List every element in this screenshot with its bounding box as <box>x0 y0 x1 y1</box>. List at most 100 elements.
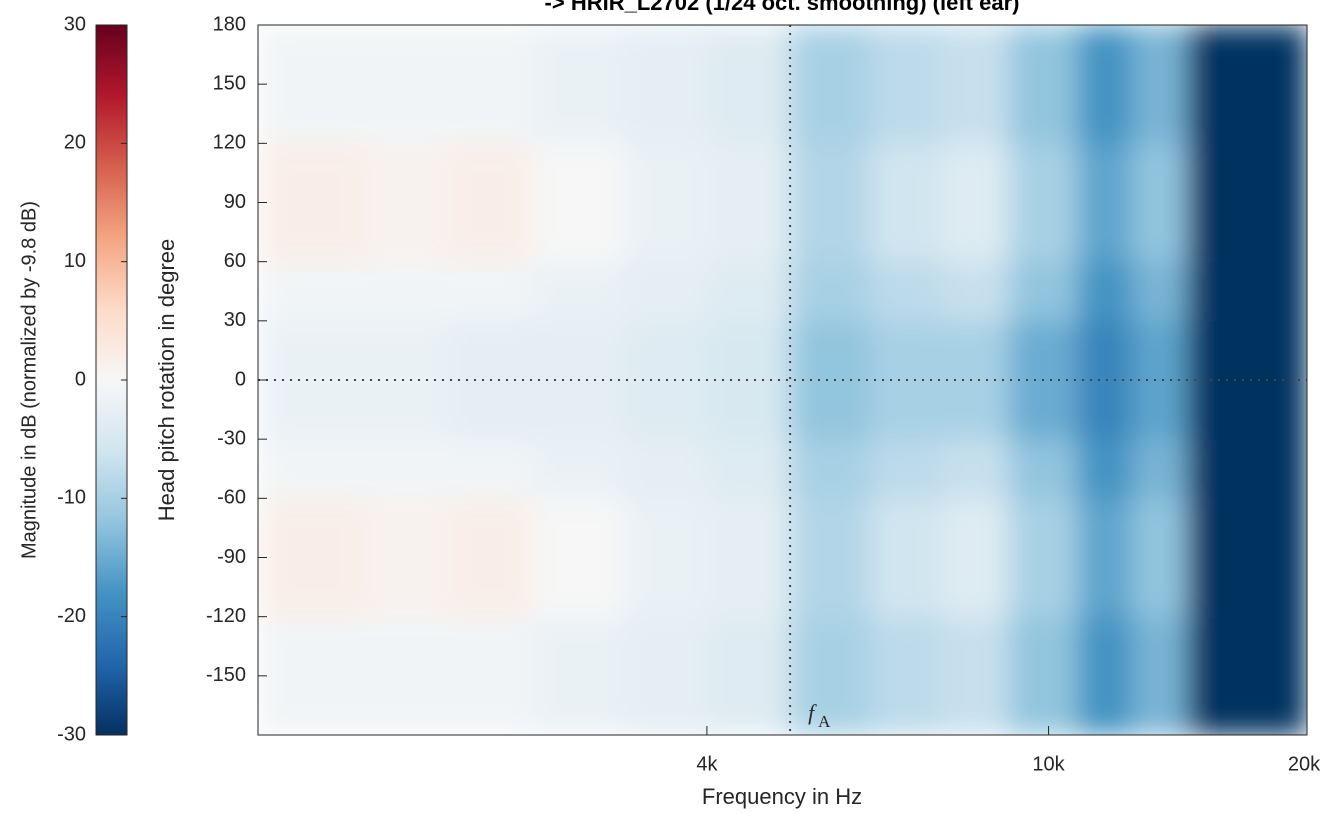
heat-cell <box>1131 84 1188 144</box>
heat-cell <box>448 498 533 558</box>
heat-cell <box>870 439 942 499</box>
heat-cell <box>365 675 449 735</box>
heat-cell <box>258 25 366 85</box>
heat-cell <box>706 143 791 203</box>
heat-cell <box>623 675 708 735</box>
colorbar-tick-label: 30 <box>64 13 86 35</box>
heat-cell <box>531 84 625 144</box>
x-tick-label: 4k <box>696 753 718 775</box>
heat-cell <box>448 143 533 203</box>
heat-cell <box>1131 320 1188 381</box>
heat-cell <box>1009 557 1078 618</box>
colorbar-tick-label: -30 <box>57 723 86 745</box>
heat-cell <box>365 202 449 263</box>
y-tick-label: 0 <box>235 368 246 390</box>
heatmap-cells <box>258 25 1307 735</box>
heat-cell <box>870 320 942 381</box>
colorbar-tick-label: 20 <box>64 132 86 154</box>
heat-cell <box>1131 202 1188 263</box>
heat-cell <box>870 202 942 263</box>
heat-cell <box>870 84 942 144</box>
heat-cell <box>870 616 942 677</box>
x-tick-label: 20k <box>1288 753 1321 775</box>
heat-cell <box>790 25 871 85</box>
heat-cell <box>448 557 533 618</box>
heat-cell <box>1187 675 1307 735</box>
y-tick-label: 60 <box>224 250 246 272</box>
heat-cell <box>706 84 791 144</box>
heat-cell <box>1077 261 1133 322</box>
heat-cell <box>941 439 1010 499</box>
heat-cell <box>706 261 791 322</box>
heat-cell <box>623 261 708 322</box>
heat-cell <box>531 261 625 322</box>
heat-cell <box>1077 675 1133 735</box>
heat-cell <box>1077 380 1133 440</box>
heat-cell <box>1187 202 1307 263</box>
heat-cell <box>1187 84 1307 144</box>
colorbar-tick-label: 10 <box>64 250 86 272</box>
heat-cell <box>790 439 871 499</box>
heat-cell <box>1131 439 1188 499</box>
heat-cell <box>1131 25 1188 85</box>
heat-cell <box>1187 380 1307 440</box>
heat-cell <box>623 202 708 263</box>
heat-cell <box>623 320 708 381</box>
x-tick-label: 10k <box>1032 753 1065 775</box>
heat-cell <box>1131 616 1188 677</box>
y-tick-label: -150 <box>206 664 246 686</box>
heat-cell <box>1187 25 1307 85</box>
heat-cell <box>1131 675 1188 735</box>
heat-cell <box>1009 143 1078 203</box>
heat-cell <box>1131 261 1188 322</box>
heat-cell <box>258 616 366 677</box>
heat-cell <box>258 380 366 440</box>
heat-cell <box>623 498 708 558</box>
heat-cell <box>706 320 791 381</box>
heat-cell <box>790 616 871 677</box>
heat-cell <box>870 557 942 618</box>
heat-cell <box>941 25 1010 85</box>
heat-cell <box>1131 498 1188 558</box>
y-axis-label: Head pitch rotation in degree <box>154 239 179 522</box>
heat-cell <box>448 320 533 381</box>
heat-cell <box>531 25 625 85</box>
heat-cell <box>365 143 449 203</box>
heat-cell <box>941 320 1010 381</box>
heat-cell <box>623 84 708 144</box>
heat-cell <box>531 320 625 381</box>
heat-cell <box>531 557 625 618</box>
chart-title: -> HRIR_L2702 (1/24 oct. smoothing) (lef… <box>545 0 1020 15</box>
heat-cell <box>706 439 791 499</box>
heat-cell <box>365 439 449 499</box>
overlay: f A -150 -120 -90 -60 -30 0 30 60 90 120 150 180 4k 10k… <box>57 13 1321 775</box>
heat-cell <box>1077 84 1133 144</box>
heat-cell <box>448 202 533 263</box>
y-tick-label: -90 <box>217 546 246 568</box>
heat-cell <box>1009 616 1078 677</box>
heat-cell <box>941 675 1010 735</box>
heat-cell <box>531 675 625 735</box>
heat-cell <box>258 202 366 263</box>
colorbar-tick-label: -20 <box>57 605 86 627</box>
heat-cell <box>448 439 533 499</box>
heat-cell <box>870 675 942 735</box>
heat-cell <box>706 25 791 85</box>
heat-cell <box>623 25 708 85</box>
heat-cell <box>706 202 791 263</box>
heat-cell <box>790 498 871 558</box>
heat-cell <box>1009 675 1078 735</box>
heat-cell <box>870 380 942 440</box>
heat-cell <box>1077 25 1133 85</box>
heat-cell <box>531 380 625 440</box>
heat-cell <box>531 143 625 203</box>
heat-cell <box>365 84 449 144</box>
heat-cell <box>706 616 791 677</box>
y-tick-label: 90 <box>224 191 246 213</box>
heat-cell <box>1009 498 1078 558</box>
heat-cell <box>1077 143 1133 203</box>
heat-cell <box>531 202 625 263</box>
heat-cell <box>706 557 791 618</box>
heat-cell <box>790 202 871 263</box>
